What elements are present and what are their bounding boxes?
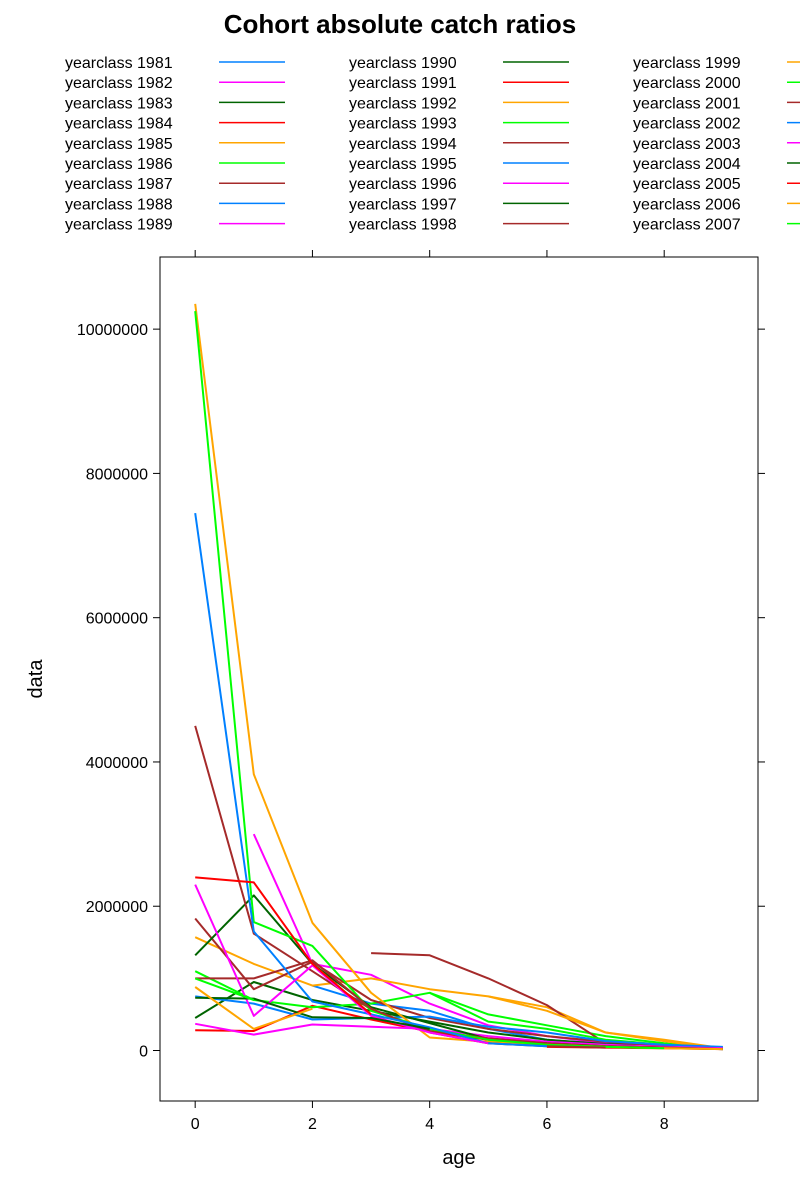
x-tick-label: 8 [660, 1116, 669, 1133]
legend-label: yearclass 1985 [65, 136, 173, 153]
legend-label: yearclass 1991 [349, 75, 457, 92]
legend-label: yearclass 1992 [349, 95, 457, 112]
legend-label: yearclass 1986 [65, 156, 173, 173]
y-tick-label: 4000000 [86, 755, 148, 772]
legend-label: yearclass 2002 [633, 116, 741, 133]
legend-label: yearclass 2004 [633, 156, 741, 173]
legend-label: yearclass 1987 [65, 176, 173, 193]
legend-label: yearclass 1983 [65, 95, 173, 112]
legend-label: yearclass 1990 [349, 55, 457, 72]
series-line-21 [194, 512, 547, 1048]
series-line-25 [194, 986, 313, 1030]
legend-label: yearclass 2001 [633, 95, 741, 112]
y-tick-label: 10000000 [77, 322, 148, 339]
y-axis-label: data [25, 659, 47, 699]
legend-label: yearclass 2005 [633, 176, 741, 193]
chart-title: Cohort absolute catch ratios [224, 9, 577, 39]
y-tick-label: 0 [139, 1044, 148, 1061]
series-line-24 [195, 876, 372, 1016]
legend-label: yearclass 1982 [65, 75, 173, 92]
series-line-18 [194, 303, 723, 1051]
legend-label: yearclass 2007 [633, 217, 741, 234]
x-tick-label: 2 [308, 1116, 317, 1133]
legend-label: yearclass 2000 [633, 75, 741, 92]
legend-label: yearclass 1981 [65, 55, 173, 72]
legend-label: yearclass 1996 [349, 176, 457, 193]
legend: yearclass 1981 yearclass 1982 yearclass 19… [65, 55, 800, 234]
legend-label: yearclass 1988 [65, 196, 173, 213]
y-tick-label: 2000000 [86, 899, 148, 916]
legend-label: yearclass 2003 [633, 136, 741, 153]
series-line-19 [194, 311, 665, 1050]
plot-frame [159, 256, 759, 1102]
legend-label: yearclass 1997 [349, 196, 457, 213]
series-line-22 [194, 884, 489, 1045]
series-line-23 [195, 996, 430, 1030]
x-tick-label: 0 [191, 1116, 200, 1133]
series-line-15 [195, 1022, 723, 1050]
legend-label: yearclass 1999 [633, 55, 741, 72]
legend-label: yearclass 2006 [633, 196, 741, 213]
series-line-8 [252, 833, 723, 1049]
series-line-14 [195, 995, 723, 1048]
legend-label: yearclass 1998 [349, 217, 457, 234]
y-tick-label: 8000000 [86, 466, 148, 483]
legend-label: yearclass 1984 [65, 116, 173, 133]
x-tick-label: 6 [542, 1116, 551, 1133]
x-axis: 0 2 4 6 8 [191, 250, 669, 1133]
x-tick-label: 4 [425, 1116, 434, 1133]
legend-label: yearclass 1995 [349, 156, 457, 173]
series-layer [194, 303, 723, 1051]
legend-label: yearclass 1989 [65, 217, 173, 234]
legend-label: yearclass 1993 [349, 116, 457, 133]
y-tick-label: 6000000 [86, 611, 148, 628]
series-line-13 [194, 917, 723, 1049]
legend-label: yearclass 1994 [349, 136, 457, 153]
series-line-17 [194, 725, 723, 1051]
series-line-26 [194, 977, 255, 1001]
x-axis-label: age [442, 1147, 475, 1169]
y-axis: 0 2000000 4000000 6000000 8000000 10000000 [77, 322, 765, 1061]
